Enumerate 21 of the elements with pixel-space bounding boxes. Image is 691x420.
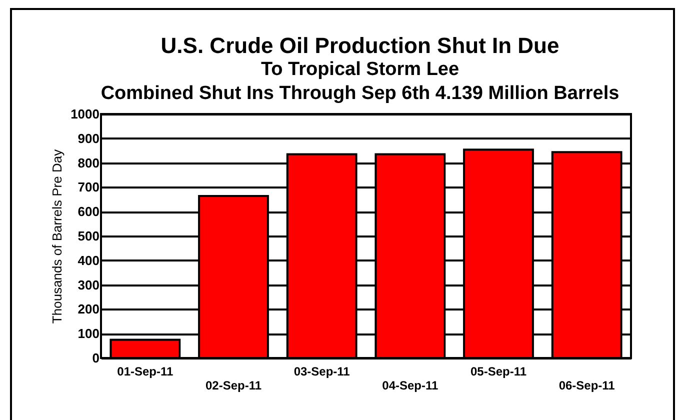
y-tick-label: 100: [78, 326, 100, 342]
x-tick-label: 01-Sep-11: [117, 364, 174, 378]
y-tick-label: 600: [78, 204, 100, 220]
x-tick-label: 05-Sep-11: [470, 364, 527, 378]
text: Combined Shut Ins Through Sep 6th 4.139 Million Barrels: [100, 83, 620, 104]
x-tick-label: 04-Sep-11: [382, 378, 439, 392]
y-tick-label: 900: [78, 130, 100, 146]
x-tick-label: 02-Sep-11: [205, 378, 262, 392]
y-axis-title: Thousands of Barrels Pre Day: [50, 148, 65, 324]
y-tick-label: 800: [78, 155, 100, 170]
chart-title: U.S. Crude Oil Production Shut In Due: [160, 33, 560, 58]
chart-subtitle: To Tropical Storm Lee: [260, 59, 460, 80]
x-tick-label: 06-Sep-11: [558, 378, 616, 392]
x-tick-label: 03-Sep-11: [294, 364, 350, 378]
y-tick-label: 200: [78, 302, 100, 317]
y-tick-label: 700: [78, 180, 100, 195]
y-tick-label: 0: [92, 350, 100, 366]
y-tick-label: 400: [78, 252, 100, 268]
y-tick-label: 1000: [70, 106, 100, 122]
y-tick-label: 300: [78, 277, 100, 292]
y-tick-label: 500: [78, 228, 100, 244]
